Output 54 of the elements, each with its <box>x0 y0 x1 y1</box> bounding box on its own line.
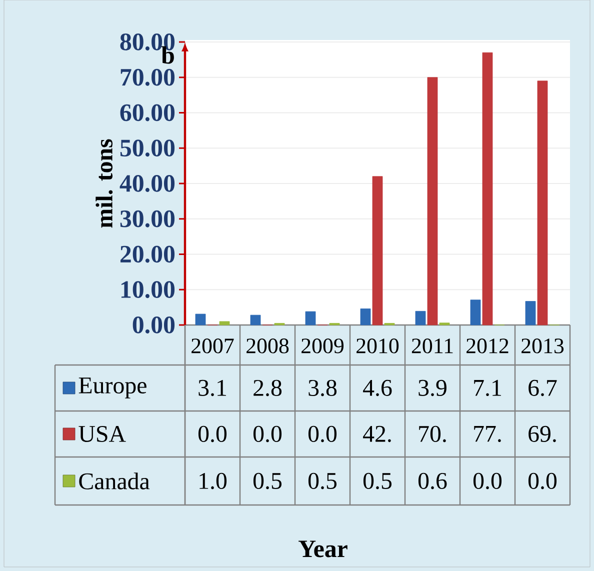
bar <box>219 321 230 326</box>
y-tick-label: 0.00 <box>132 316 175 334</box>
y-tick-label: 20.00 <box>120 246 175 263</box>
x-tick-label: 2012 <box>466 338 508 354</box>
y-tick-label: 10.00 <box>121 281 175 298</box>
data-label: 3.8 <box>308 380 337 396</box>
x-tick-label: 2008 <box>246 338 289 354</box>
data-label: 0.0 <box>198 426 227 442</box>
bar <box>372 176 383 326</box>
bar <box>305 311 316 326</box>
y-tick-label: 50.00 <box>120 140 175 157</box>
data-label: 77. <box>474 426 501 442</box>
data-label: 69. <box>528 426 556 442</box>
y-tick-label: 40.00 <box>120 175 175 192</box>
legend-label: USA <box>78 426 126 442</box>
data-label: 4.6 <box>363 380 392 396</box>
bar <box>439 322 450 326</box>
bar <box>195 314 206 326</box>
y-tick-label: 60.00 <box>120 104 175 122</box>
bar <box>525 301 536 326</box>
bar <box>250 314 261 326</box>
x-tick-label: 2013 <box>522 338 564 354</box>
legend-label: Europe <box>78 378 146 398</box>
data-label: 0.5 <box>363 472 392 490</box>
x-tick-label: 2011 <box>412 338 453 354</box>
x-tick-label: 2010 <box>356 338 399 354</box>
data-label: 6.7 <box>528 380 557 396</box>
data-label: 3.9 <box>418 380 446 396</box>
data-label: 0.6 <box>418 472 447 490</box>
x-tick-label: 2007 <box>192 338 234 354</box>
y-tick-label: 70.00 <box>120 68 175 86</box>
y-axis-title: mil. tons <box>96 139 113 228</box>
data-label: 3.1 <box>198 380 226 396</box>
data-label: 2.8 <box>254 380 282 396</box>
x-tick-label: 2009 <box>302 338 344 354</box>
data-label: 0.0 <box>528 472 557 490</box>
bar <box>427 77 438 326</box>
bar <box>415 310 426 326</box>
bar <box>482 52 493 326</box>
data-label: 7.1 <box>474 380 502 396</box>
data-label: 42. <box>363 426 391 442</box>
data-label: 0.0 <box>253 426 282 442</box>
bar <box>360 308 371 326</box>
bar <box>470 300 481 326</box>
data-label: 70. <box>419 426 446 442</box>
data-label: 0.5 <box>253 472 282 490</box>
data-label: 0.0 <box>308 426 337 442</box>
text: Year <box>298 540 348 558</box>
y-tick-label: 30.00 <box>120 210 175 228</box>
bar <box>537 80 548 326</box>
data-label: 0.0 <box>473 472 502 490</box>
legend-label: Canada <box>79 472 150 490</box>
data-label: 1.0 <box>200 472 227 490</box>
data-label: 0.5 <box>308 472 337 490</box>
